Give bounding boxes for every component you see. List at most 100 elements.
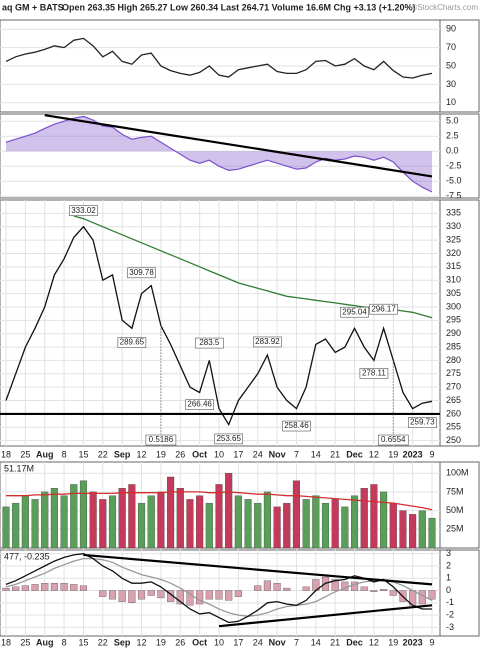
label-box xyxy=(117,337,147,348)
label-box xyxy=(214,433,243,445)
x-tick-label: 25 xyxy=(20,449,30,459)
bar xyxy=(108,495,117,549)
bar xyxy=(50,583,58,591)
bar xyxy=(12,586,20,591)
annotation: 259.73 xyxy=(410,418,435,427)
x-tick-label: 12 xyxy=(137,449,147,459)
panel-label: 51.17M xyxy=(4,463,34,473)
bar xyxy=(70,484,78,549)
label-box xyxy=(408,417,437,428)
x-tick-label: 21 xyxy=(330,637,340,647)
bar xyxy=(41,583,49,591)
x-tick-label: 25 xyxy=(20,637,30,647)
x-tick-label: 26 xyxy=(175,637,185,647)
x-tick-label: 9 xyxy=(429,449,434,459)
annotation: 283.5 xyxy=(199,338,220,347)
x-tick-label: 8 xyxy=(62,637,67,647)
label-box xyxy=(377,434,409,446)
bar xyxy=(138,590,146,600)
x-tick-label: 19 xyxy=(156,637,166,647)
bar xyxy=(2,506,10,549)
y-tick-label: 0 xyxy=(446,585,451,595)
x-tick-label: Sep xyxy=(114,449,131,459)
y-tick-label: 315 xyxy=(446,261,461,271)
x-tick-label: Dec xyxy=(346,449,363,459)
bar xyxy=(79,585,87,591)
quote-line: Open 263.35 High 265.27 Low 260.34 Last … xyxy=(62,2,416,12)
bar xyxy=(370,484,378,549)
bar xyxy=(31,584,39,591)
area xyxy=(6,116,432,192)
x-tick-label: Nov xyxy=(269,637,286,647)
bar xyxy=(21,585,29,591)
bar xyxy=(60,495,68,549)
y-tick-label: 300 xyxy=(446,301,461,311)
y-tick-label: 295 xyxy=(446,315,461,325)
y-tick-label: -2.5 xyxy=(446,161,462,171)
trendline xyxy=(44,114,433,178)
x-tick-label: 22 xyxy=(98,449,108,459)
x-tick-label: 14 xyxy=(311,637,321,647)
ratio-label: 0.6554 xyxy=(381,435,406,444)
bar xyxy=(176,488,184,549)
bar xyxy=(234,495,242,549)
bar xyxy=(380,589,388,591)
x-tick-label: Sep xyxy=(114,637,131,647)
bar xyxy=(234,590,242,597)
bar xyxy=(321,502,330,549)
x-tick-label: 18 xyxy=(1,449,11,459)
bar xyxy=(283,502,291,549)
y-tick-label: 50M xyxy=(446,505,464,515)
x-tick-label: Aug xyxy=(36,449,54,459)
bar xyxy=(2,587,10,591)
chart-title: aq GM + BATS xyxy=(2,2,64,12)
y-tick-label: 270 xyxy=(446,382,461,392)
x-tick-label: 10 xyxy=(214,449,224,459)
annotation: 258.46 xyxy=(284,421,309,430)
x-tick-label: 19 xyxy=(156,449,166,459)
x-tick-label: 15 xyxy=(78,449,88,459)
annotation: 309.78 xyxy=(129,268,154,277)
bar xyxy=(41,491,49,549)
bar xyxy=(79,480,87,549)
y-tick-label: 255 xyxy=(446,422,461,432)
line xyxy=(5,115,433,193)
x-tick-label: 9 xyxy=(429,637,434,647)
x-tick-label: Oct xyxy=(192,637,207,647)
annotation: 266.46 xyxy=(187,400,212,409)
y-tick-label: 100M xyxy=(446,468,469,478)
bar xyxy=(225,473,233,549)
y-tick-label: -7.5 xyxy=(446,191,462,201)
y-tick-label: 2 xyxy=(446,560,451,570)
label-box xyxy=(359,368,389,379)
bar xyxy=(157,590,165,599)
label-box xyxy=(69,205,98,216)
bar xyxy=(128,590,136,603)
label-box xyxy=(195,337,224,349)
y-tick-label: 30 xyxy=(446,79,456,89)
x-tick-label: 7 xyxy=(294,449,299,459)
trendline xyxy=(218,604,433,628)
bar xyxy=(351,495,359,549)
x-tick-label: 14 xyxy=(311,449,321,459)
bar xyxy=(147,590,155,596)
panel-frame xyxy=(0,113,480,199)
bar xyxy=(215,484,223,549)
bar xyxy=(254,502,262,549)
y-tick-label: 75M xyxy=(446,486,464,496)
y-tick-label: 310 xyxy=(446,275,461,285)
annotation: 333.02 xyxy=(71,206,96,215)
bar xyxy=(12,502,20,549)
bar xyxy=(244,499,252,549)
x-tick-label: 22 xyxy=(98,637,108,647)
x-tick-label: 26 xyxy=(175,449,185,459)
bar xyxy=(389,590,397,596)
bar xyxy=(292,480,300,549)
bar xyxy=(167,476,175,549)
bar xyxy=(31,499,39,549)
bar xyxy=(273,506,281,549)
bar xyxy=(118,590,126,602)
x-tick-label: Dec xyxy=(346,637,363,647)
bar xyxy=(99,590,107,597)
x-tick-label: Nov xyxy=(269,449,286,459)
